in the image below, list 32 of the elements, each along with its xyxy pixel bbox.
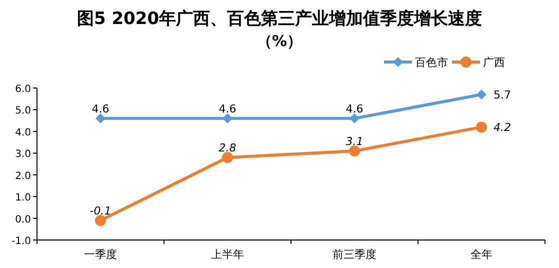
- data-label: 4.6: [218, 102, 236, 116]
- point: [476, 122, 487, 133]
- y-tick-label: 1.0: [15, 192, 31, 204]
- point: [476, 90, 486, 100]
- y-tick-label: 5.0: [15, 106, 31, 117]
- x-tick-label: 上半年: [211, 248, 244, 261]
- point: [350, 113, 360, 124]
- point: [222, 152, 233, 163]
- y-tick-label: -1.0: [11, 236, 31, 247]
- y-tick-label: 6.0: [15, 84, 31, 95]
- x-tick-label: 前三季度: [332, 248, 376, 261]
- x-tick-label: 全年: [470, 248, 492, 261]
- legend-label: 百色市: [415, 56, 448, 69]
- legend-label: 广西: [483, 56, 505, 69]
- point: [95, 214, 106, 226]
- chart-subtitle: （%）: [256, 32, 302, 50]
- data-label: 5.7: [494, 88, 511, 102]
- y-tick-label: 3.0: [15, 149, 31, 160]
- data-label: 4.2: [494, 121, 511, 134]
- chart-title: 图5 2020年广西、百色第三产业增加值季度增长速度: [76, 9, 482, 29]
- x-tick-label: 一季度: [84, 248, 117, 261]
- y-tick-label: 0.0: [15, 214, 31, 226]
- data-label: -0.1: [90, 204, 112, 218]
- data-label: 3.1: [346, 134, 364, 148]
- y-tick-label: 2.0: [15, 170, 31, 182]
- point: [222, 113, 232, 124]
- data-label: 4.6: [92, 102, 110, 116]
- data-label: 2.8: [218, 141, 236, 154]
- y-tick-label: 4.0: [15, 127, 31, 138]
- point: [349, 145, 360, 156]
- data-label: 4.6: [346, 102, 364, 116]
- point: [96, 113, 106, 124]
